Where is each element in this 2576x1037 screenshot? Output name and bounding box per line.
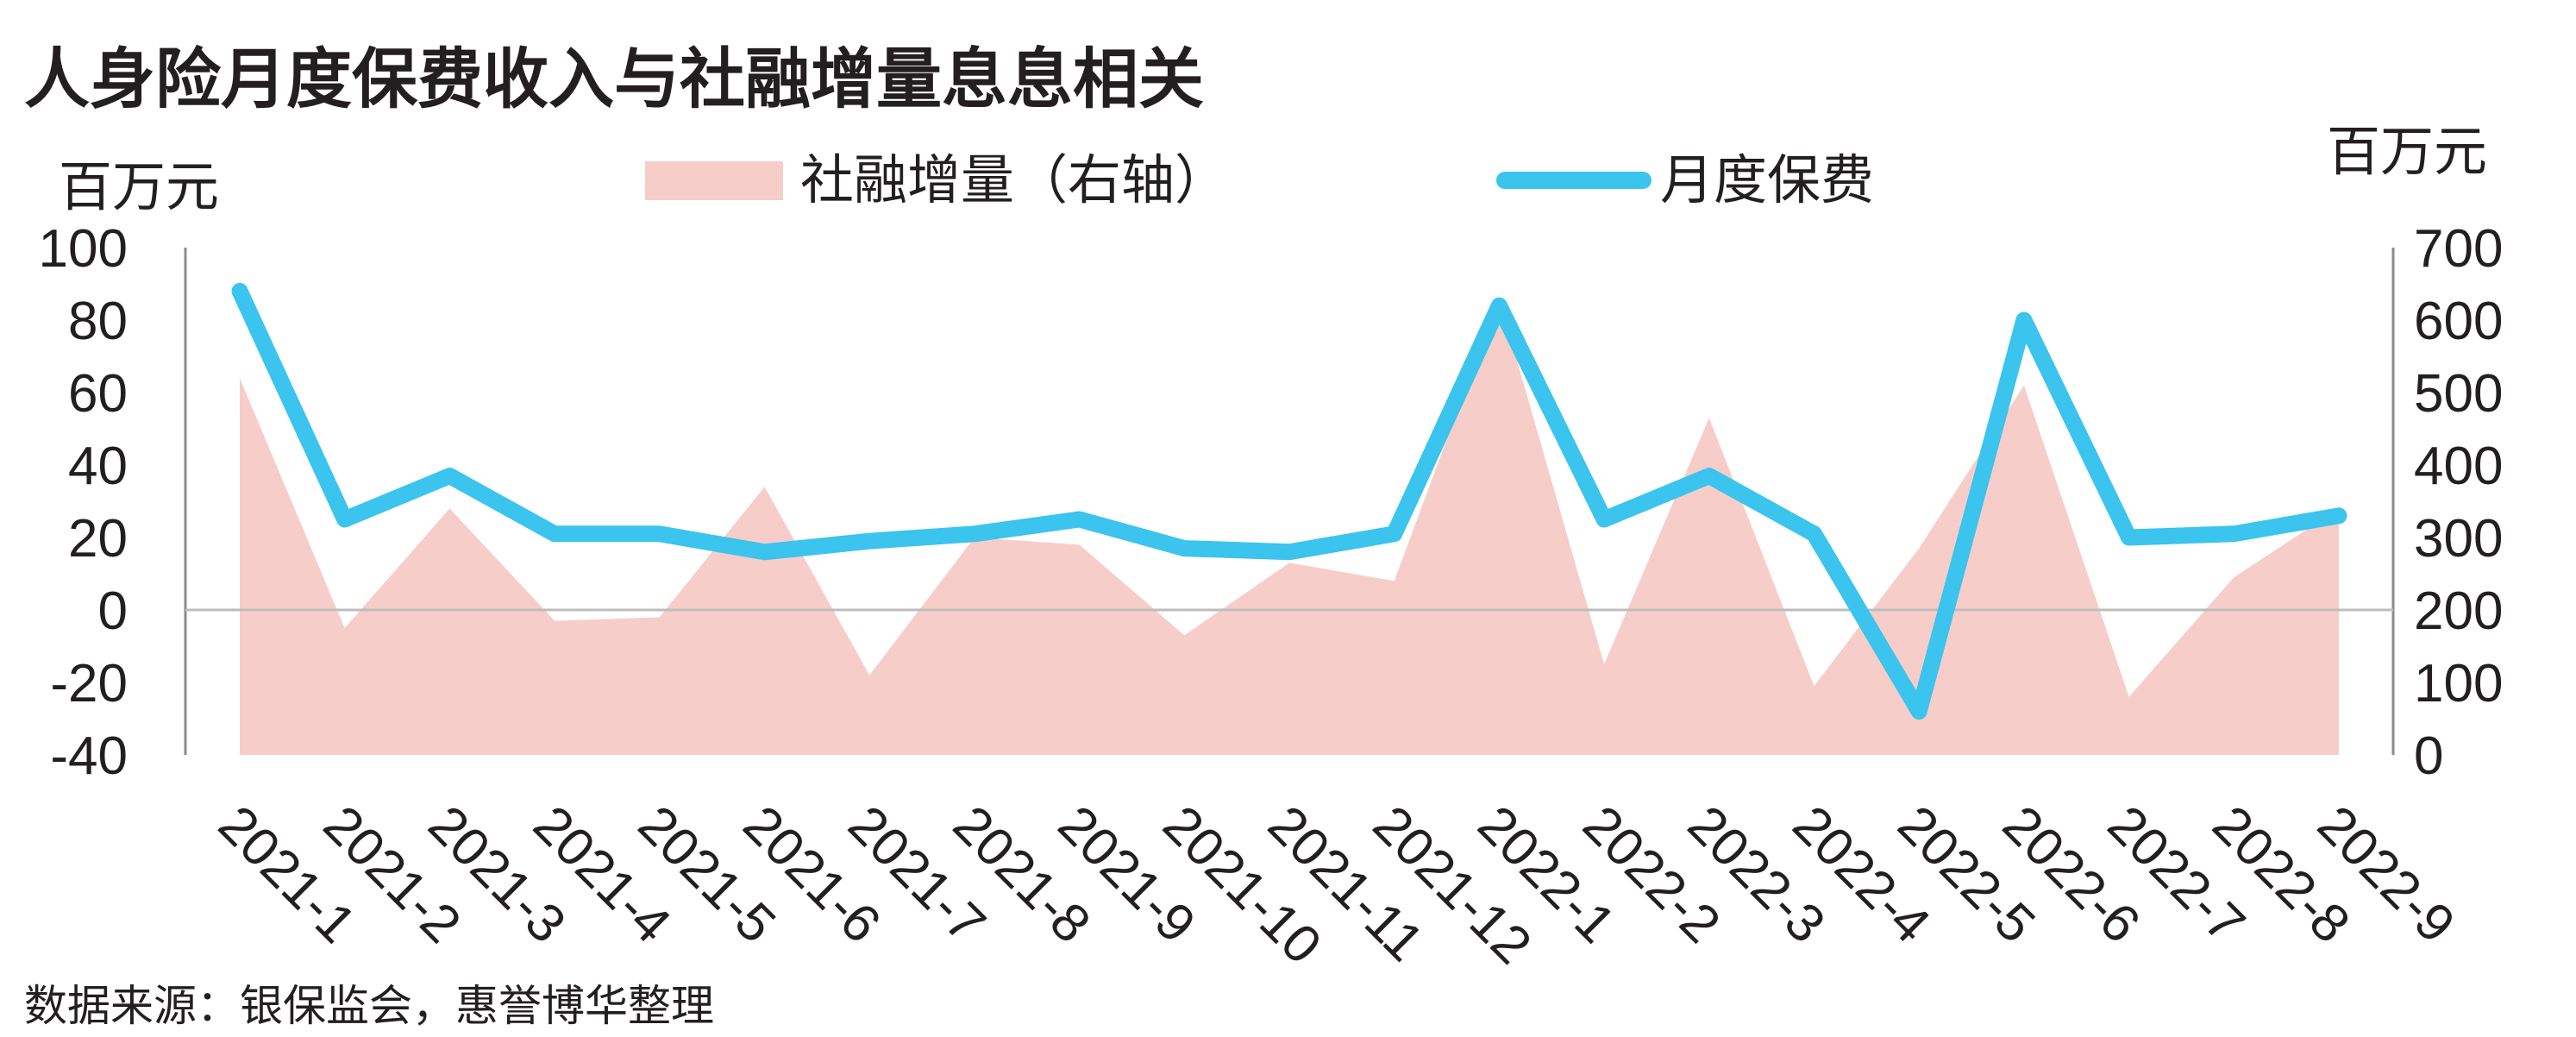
right-tick-label: 0 xyxy=(2414,726,2443,786)
left-tick-label: 40 xyxy=(68,437,128,496)
line-point xyxy=(1918,710,1921,713)
line-point xyxy=(2233,532,2235,535)
line-point xyxy=(973,532,975,535)
left-tick-label: 20 xyxy=(68,509,128,569)
left-axis-unit: 百万元 xyxy=(59,155,219,218)
right-tick-label: 500 xyxy=(2414,364,2503,424)
line-point xyxy=(868,540,871,543)
line-point xyxy=(343,518,346,520)
right-tick-label: 300 xyxy=(2414,509,2503,569)
line-point xyxy=(2022,319,2025,321)
left-tick-label: 80 xyxy=(68,292,128,351)
legend-label-line: 月度保费 xyxy=(1660,148,1874,211)
chart-title: 人身险月度保费收入与社融增量息息相关 xyxy=(24,41,1204,117)
legend-swatch-area xyxy=(645,161,783,200)
line-point xyxy=(1288,550,1290,553)
line-point xyxy=(1813,532,1815,535)
right-tick-label: 400 xyxy=(2414,437,2503,496)
line-point xyxy=(554,532,556,535)
left-tick-label: -20 xyxy=(50,654,128,713)
line-point xyxy=(448,475,451,477)
source-note: 数据来源：银保监会，惠誉博华整理 xyxy=(24,981,714,1031)
line-point xyxy=(1078,518,1081,520)
line-point xyxy=(2128,537,2130,538)
line-point xyxy=(1498,305,1501,307)
left-tick-label: 60 xyxy=(68,364,128,424)
legend: 社融增量（右轴） 月度保费 xyxy=(645,148,1874,211)
right-tick-label: 600 xyxy=(2414,292,2503,351)
line-point xyxy=(1183,547,1186,550)
legend-label-area: 社融增量（右轴） xyxy=(800,148,1228,211)
left-tick-label: 0 xyxy=(98,581,128,641)
left-tick-label: 100 xyxy=(39,219,128,279)
right-tick-label: 200 xyxy=(2414,581,2503,641)
line-point xyxy=(1708,475,1710,477)
left-tick-label: -40 xyxy=(50,726,128,786)
line-point xyxy=(763,550,766,553)
line-point xyxy=(2338,514,2340,517)
line-point xyxy=(1603,518,1606,520)
right-tick-label: 100 xyxy=(2414,654,2503,713)
line-point xyxy=(239,290,241,292)
right-tick-label: 700 xyxy=(2414,219,2503,279)
area-series-social-financing xyxy=(240,298,2339,755)
line-point xyxy=(658,532,661,535)
right-axis-unit: 百万元 xyxy=(2327,120,2487,183)
line-point xyxy=(1393,532,1395,535)
